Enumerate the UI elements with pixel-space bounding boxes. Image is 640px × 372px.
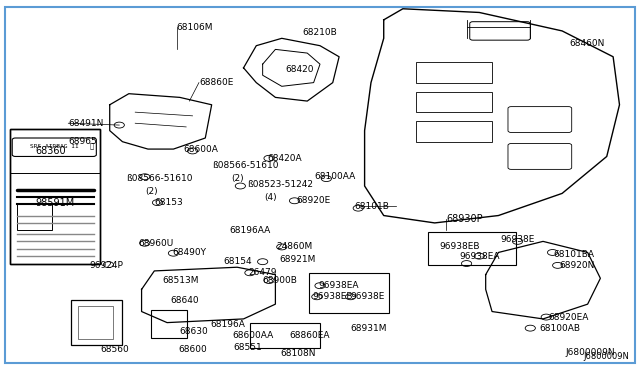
- Text: 68600AA: 68600AA: [232, 331, 273, 340]
- Text: 68860E: 68860E: [199, 78, 234, 87]
- Text: 68931M: 68931M: [351, 324, 387, 333]
- Text: 96938E: 96938E: [351, 292, 385, 301]
- Text: 68100AA: 68100AA: [314, 172, 355, 181]
- Text: 68930P: 68930P: [446, 214, 483, 224]
- FancyBboxPatch shape: [17, 205, 52, 230]
- Text: 68420: 68420: [285, 65, 314, 74]
- Text: 68491N: 68491N: [68, 119, 104, 128]
- Text: 26479: 26479: [248, 267, 277, 276]
- Text: 68100AB: 68100AB: [540, 324, 581, 333]
- Text: ß08566-51610: ß08566-51610: [125, 174, 192, 183]
- Text: ß08566-51610: ß08566-51610: [212, 161, 278, 170]
- Text: 68196A: 68196A: [211, 320, 245, 329]
- Text: 🔑: 🔑: [90, 143, 94, 150]
- Text: 68860EA: 68860EA: [289, 331, 330, 340]
- Text: 68420A: 68420A: [268, 154, 302, 163]
- Text: 68460N: 68460N: [570, 39, 605, 48]
- Text: 68900B: 68900B: [262, 276, 298, 285]
- Text: (4): (4): [264, 193, 276, 202]
- Text: 68920N: 68920N: [559, 261, 595, 270]
- Text: SRS AIRBAG II: SRS AIRBAG II: [30, 144, 79, 149]
- Text: 96938E: 96938E: [500, 235, 534, 244]
- Text: 68600: 68600: [179, 345, 207, 354]
- Text: 96924P: 96924P: [90, 261, 124, 270]
- Text: (2): (2): [145, 187, 157, 196]
- Text: 68640: 68640: [170, 296, 199, 305]
- Text: J6800009N: J6800009N: [565, 349, 615, 357]
- Text: J6800009N: J6800009N: [583, 352, 629, 361]
- Text: 68630: 68630: [180, 327, 209, 336]
- Text: 68921M: 68921M: [280, 255, 316, 264]
- Text: 68210B: 68210B: [302, 28, 337, 37]
- Text: 96938EA: 96938EA: [319, 281, 359, 290]
- Text: ß08523-51242: ß08523-51242: [246, 180, 313, 189]
- Text: 68551: 68551: [234, 343, 262, 352]
- Text: 68106M: 68106M: [177, 23, 213, 32]
- Text: 68196AA: 68196AA: [230, 226, 271, 235]
- Text: 68560: 68560: [100, 345, 129, 354]
- Text: 98591M: 98591M: [36, 198, 75, 208]
- Text: 68600A: 68600A: [183, 145, 218, 154]
- Text: 68513M: 68513M: [163, 276, 199, 285]
- Text: 68153: 68153: [154, 198, 183, 207]
- FancyBboxPatch shape: [470, 22, 531, 40]
- Text: 68101BA: 68101BA: [554, 250, 595, 259]
- Text: 68960U: 68960U: [138, 239, 173, 248]
- Text: 68101B: 68101B: [355, 202, 389, 211]
- Text: (2): (2): [231, 174, 243, 183]
- Text: 96938EB: 96938EB: [440, 243, 480, 251]
- Text: 96938EA: 96938EA: [459, 251, 499, 261]
- Text: 68490Y: 68490Y: [172, 248, 206, 257]
- Text: 68154: 68154: [223, 257, 252, 266]
- Text: 68360: 68360: [36, 146, 67, 156]
- Text: 68108N: 68108N: [280, 350, 316, 359]
- Text: 68965: 68965: [68, 137, 97, 146]
- Text: 96938EB: 96938EB: [312, 292, 353, 301]
- Text: 24860M: 24860M: [276, 243, 313, 251]
- Text: 68920EA: 68920EA: [548, 312, 589, 321]
- Text: 68920E: 68920E: [296, 196, 331, 205]
